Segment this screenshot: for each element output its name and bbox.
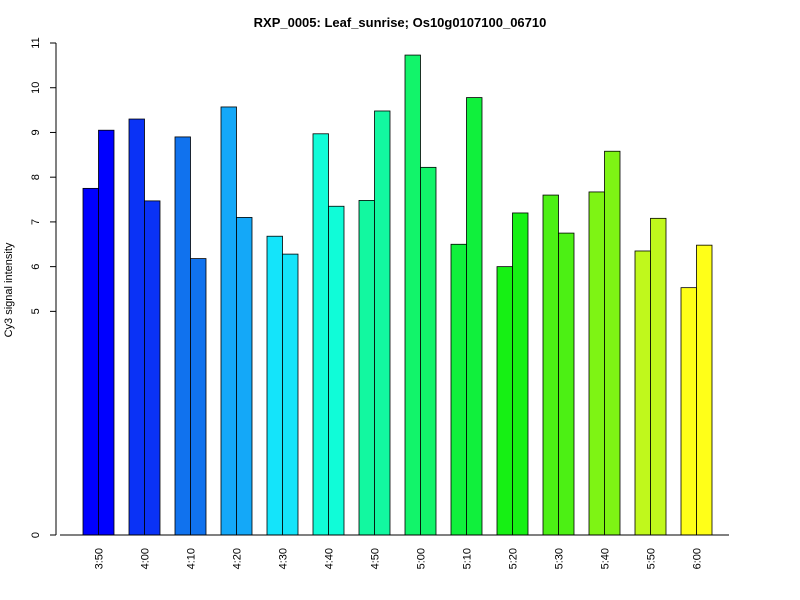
y-tick-label: 7 — [30, 219, 42, 225]
y-tick-label: 10 — [30, 82, 42, 94]
bar-500-2 — [420, 166, 437, 536]
x-tick-label: 4:30 — [278, 548, 290, 569]
bar-600-2 — [696, 244, 713, 536]
bar-400-2 — [144, 200, 161, 536]
bar-440-1 — [312, 133, 329, 536]
x-tick-label: 5:40 — [600, 548, 612, 569]
bar-450-2 — [374, 110, 391, 536]
bar-500-1 — [404, 54, 421, 536]
bar-420-2 — [236, 217, 253, 536]
bar-400-1 — [128, 118, 145, 536]
bar-540-2 — [604, 150, 621, 536]
x-tick-label: 5:10 — [462, 548, 474, 569]
bar-450-1 — [358, 200, 375, 536]
bar-420-1 — [220, 106, 237, 536]
chart-title: RXP_0005: Leaf_sunrise; Os10g0107100_067… — [254, 15, 547, 30]
y-tick-label: 11 — [30, 37, 42, 48]
bar-550-1 — [634, 250, 651, 536]
bar-410-2 — [190, 258, 207, 536]
y-tick-label: 9 — [30, 129, 42, 135]
y-tick-label: 0 — [30, 532, 42, 538]
y-tick-label: 6 — [30, 264, 42, 270]
x-tick-label: 6:00 — [692, 548, 704, 569]
bar-550-2 — [650, 217, 667, 536]
bar-350-2 — [98, 129, 115, 536]
x-tick-label: 4:20 — [232, 548, 244, 569]
x-tick-label: 5:20 — [508, 548, 520, 569]
bars-group — [82, 54, 713, 536]
x-tick-label: 4:00 — [140, 548, 152, 569]
x-tick-label: 4:50 — [370, 548, 382, 569]
y-axis: 0 5 6 7 8 9 10 11 — [30, 37, 57, 538]
bar-510-2 — [466, 97, 483, 536]
x-tick-labels: 3:50 4:00 4:10 4:20 4:30 4:40 4:50 5:00 5:10 5:20… — [94, 548, 704, 569]
bar-410-1 — [174, 136, 191, 536]
x-tick-label: 5:30 — [554, 548, 566, 569]
bar-510-1 — [450, 243, 467, 536]
bar-520-2 — [512, 212, 529, 536]
bar-520-1 — [496, 266, 513, 536]
bar-530-1 — [542, 194, 559, 536]
bar-430-2 — [282, 253, 299, 536]
bar-350-1 — [82, 187, 99, 536]
y-axis-label: Cy3 signal intensity — [3, 242, 15, 337]
y-tick-label: 8 — [30, 174, 42, 180]
x-tick-label: 4:40 — [324, 548, 336, 569]
x-tick-label: 4:10 — [186, 548, 198, 569]
bar-530-2 — [558, 232, 575, 536]
bar-540-1 — [588, 191, 605, 536]
bar-600-1 — [680, 287, 697, 536]
x-tick-label: 5:50 — [646, 548, 658, 569]
bar-430-1 — [266, 235, 283, 536]
x-tick-label: 3:50 — [94, 548, 106, 569]
y-tick-label: 5 — [30, 308, 42, 314]
bar-440-2 — [328, 205, 345, 536]
x-tick-label: 5:00 — [416, 548, 428, 569]
